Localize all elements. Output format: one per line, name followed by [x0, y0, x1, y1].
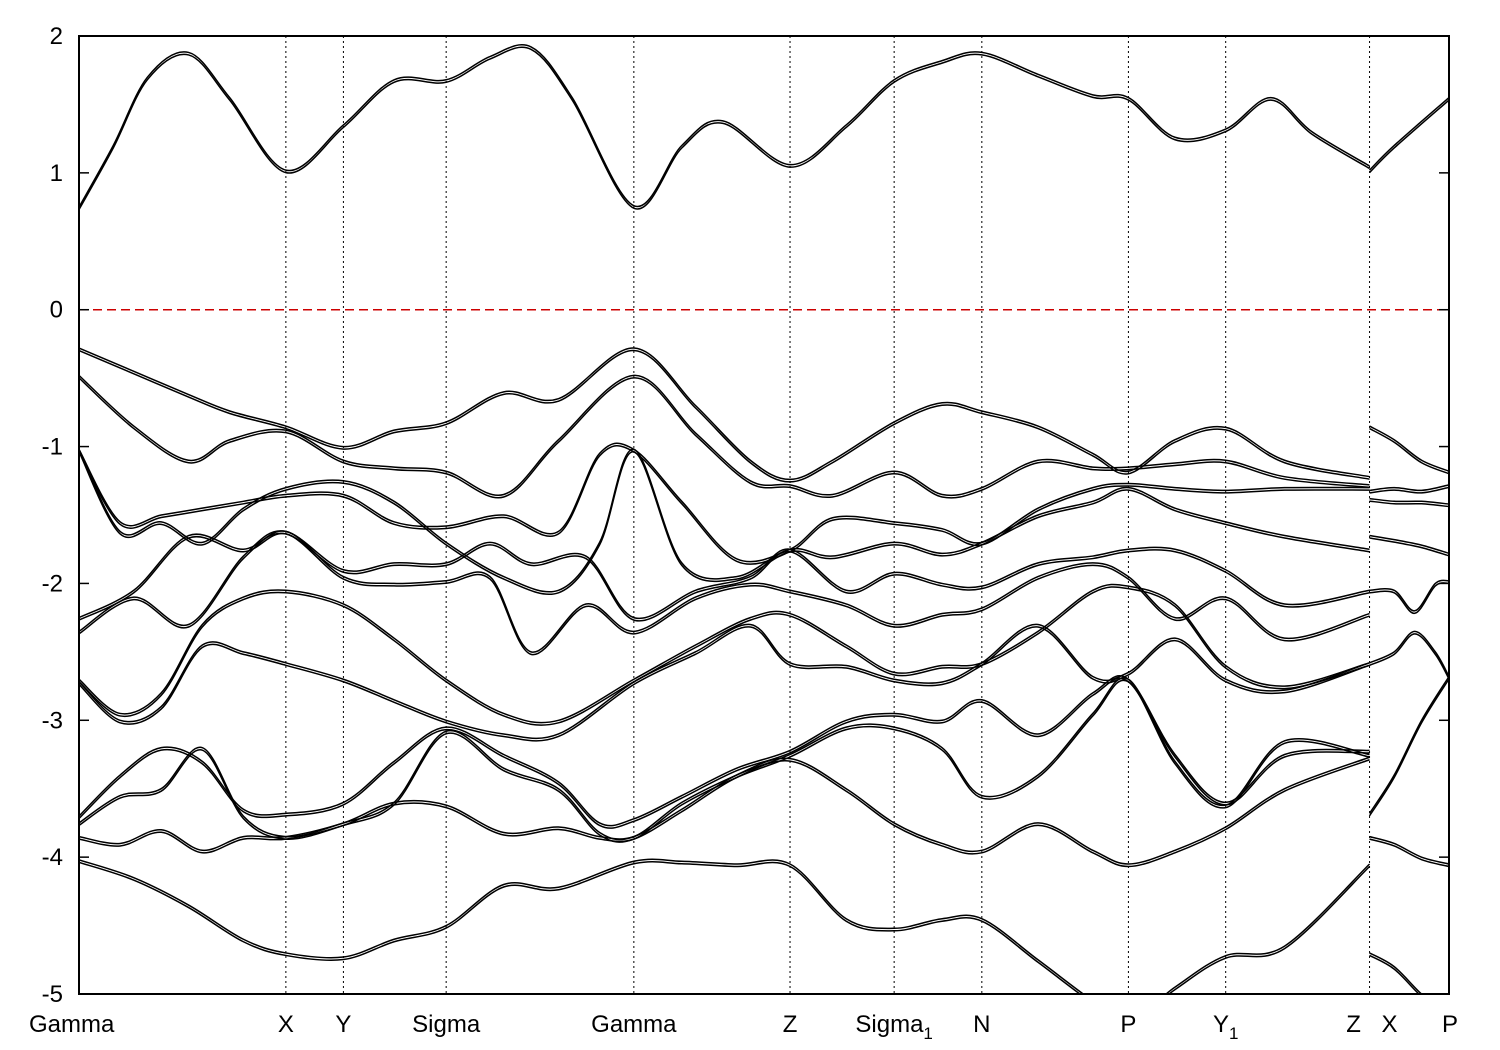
- band-line-20-split: [1368, 678, 1449, 817]
- band-line-9: [79, 623, 1370, 740]
- y-tick-label: 0: [50, 297, 63, 324]
- band-line-19-split: [1369, 633, 1449, 680]
- k-point-label: Z: [1346, 1011, 1361, 1038]
- x-axis: Gamma X Y Sigma Gamma Z Sigma1 N P Y1 Z X P: [29, 1011, 1458, 1043]
- k-point-label: Y: [335, 1011, 351, 1038]
- band-line-17: [1369, 534, 1449, 555]
- y-tick-label: -1: [42, 434, 63, 461]
- plot-frame: [78, 35, 1450, 995]
- k-point-label: Gamma: [591, 1011, 677, 1038]
- band-line-22: [1369, 952, 1423, 994]
- band-line-18: [1369, 579, 1449, 612]
- band-line-8: [79, 583, 1370, 724]
- band-line-13: [79, 858, 1371, 994]
- band-line-16: [1369, 497, 1449, 505]
- band-line-7-split: [79, 532, 1370, 656]
- band-line-3-split: [79, 377, 1370, 499]
- k-point-label: Gamma: [29, 1011, 115, 1038]
- band-line-19: [1369, 630, 1449, 677]
- bands: [79, 44, 1449, 994]
- band-line-15-split: [1369, 486, 1449, 494]
- y-axis: -5 -4 -3 -2 -1 0 1 2: [42, 23, 1449, 1008]
- band-line-14: [1369, 425, 1449, 472]
- k-point-label: Y1: [1213, 1011, 1238, 1043]
- band-line-12-split: [79, 759, 1370, 868]
- k-point-label: P: [1120, 1011, 1136, 1038]
- band-line-0: [79, 44, 1370, 208]
- band-line-21-split: [1369, 838, 1449, 868]
- band-line-11: [79, 677, 1370, 841]
- band-line-15: [1369, 484, 1449, 492]
- band-line-8-split: [79, 586, 1370, 726]
- band-line-1-split: [1369, 99, 1449, 174]
- band-line-17-split: [1369, 537, 1449, 557]
- band-line-2-split: [79, 349, 1370, 483]
- band-line-5: [79, 448, 1370, 593]
- y-tick-label: -2: [42, 570, 63, 597]
- band-line-2: [79, 347, 1370, 481]
- y-tick-label: 1: [50, 160, 63, 187]
- k-point-label: X: [1382, 1011, 1398, 1038]
- k-point-label: Z: [783, 1011, 798, 1038]
- band-line-16-split: [1369, 500, 1449, 508]
- band-line-20: [1368, 676, 1449, 814]
- band-line-12: [79, 756, 1370, 865]
- band-line-4: [79, 442, 1370, 563]
- band-line-14-split: [1369, 427, 1449, 475]
- band-line-22-split: [1369, 954, 1420, 994]
- k-point-label: Sigma: [412, 1011, 481, 1038]
- band-line-0-split: [79, 46, 1370, 210]
- band-line-9-split: [79, 626, 1370, 742]
- k-point-label: Sigma1: [855, 1011, 933, 1043]
- k-point-label: X: [278, 1011, 294, 1038]
- y-tick-label: -5: [42, 981, 63, 1008]
- band-line-7: [79, 530, 1370, 653]
- band-line-3: [79, 374, 1370, 497]
- band-line-11-split: [79, 679, 1370, 843]
- band-line-5-split: [79, 451, 1370, 595]
- band-line-1: [1369, 97, 1449, 171]
- band-line-21: [1369, 835, 1449, 865]
- y-tick-label: 2: [50, 23, 63, 50]
- y-tick-label: -3: [42, 707, 63, 734]
- k-point-label: P: [1442, 1011, 1458, 1038]
- band-line-13-split: [79, 860, 1371, 994]
- y-tick-label: -4: [42, 844, 63, 871]
- k-point-label: N: [973, 1011, 990, 1038]
